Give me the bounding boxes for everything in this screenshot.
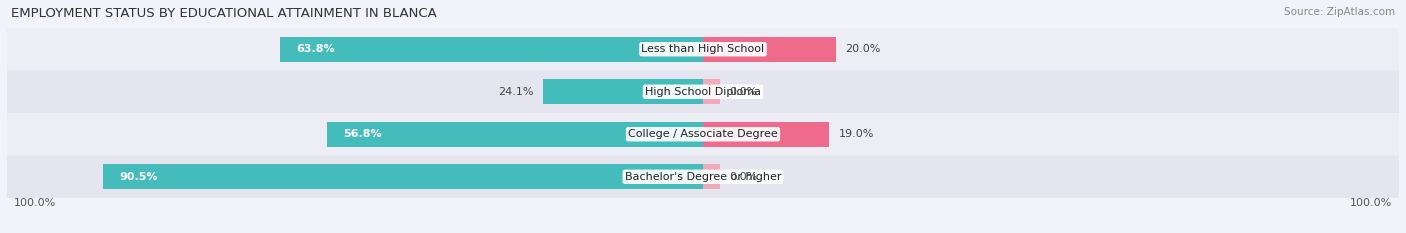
Text: Less than High School: Less than High School xyxy=(641,44,765,54)
Text: 90.5%: 90.5% xyxy=(120,172,159,182)
Text: 0.0%: 0.0% xyxy=(730,172,758,182)
Bar xyxy=(703,164,720,189)
Text: 56.8%: 56.8% xyxy=(343,129,381,139)
FancyBboxPatch shape xyxy=(7,155,1399,198)
Bar xyxy=(280,37,703,62)
Text: College / Associate Degree: College / Associate Degree xyxy=(628,129,778,139)
Text: 63.8%: 63.8% xyxy=(297,44,335,54)
Bar xyxy=(103,164,703,189)
Bar xyxy=(703,122,830,147)
FancyBboxPatch shape xyxy=(7,113,1399,155)
FancyBboxPatch shape xyxy=(7,70,1399,113)
Bar xyxy=(543,79,703,104)
Text: EMPLOYMENT STATUS BY EDUCATIONAL ATTAINMENT IN BLANCA: EMPLOYMENT STATUS BY EDUCATIONAL ATTAINM… xyxy=(11,7,437,20)
Bar xyxy=(703,79,720,104)
Text: 20.0%: 20.0% xyxy=(845,44,882,54)
Text: 0.0%: 0.0% xyxy=(730,87,758,97)
Bar xyxy=(326,122,703,147)
FancyBboxPatch shape xyxy=(7,28,1399,70)
Text: 24.1%: 24.1% xyxy=(498,87,533,97)
Text: 19.0%: 19.0% xyxy=(839,129,875,139)
Text: 100.0%: 100.0% xyxy=(14,198,56,208)
Bar xyxy=(703,37,835,62)
Text: Bachelor's Degree or higher: Bachelor's Degree or higher xyxy=(624,172,782,182)
Text: High School Diploma: High School Diploma xyxy=(645,87,761,97)
Text: 100.0%: 100.0% xyxy=(1350,198,1392,208)
Text: Source: ZipAtlas.com: Source: ZipAtlas.com xyxy=(1284,7,1395,17)
